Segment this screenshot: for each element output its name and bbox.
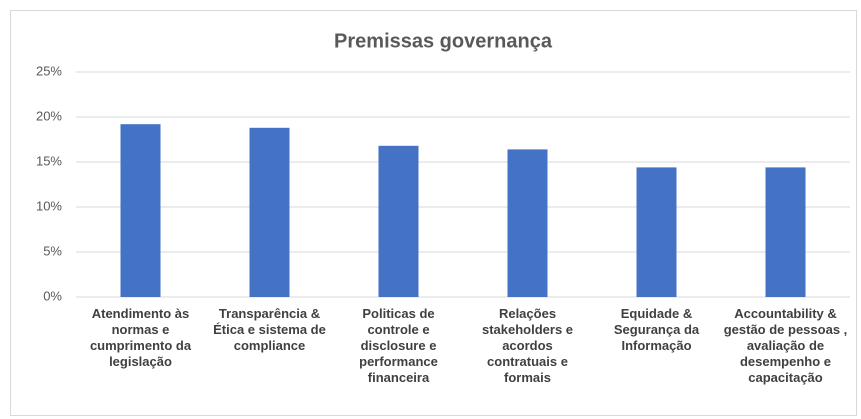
bar <box>120 124 161 297</box>
y-tick-label: 5% <box>43 243 62 258</box>
bar <box>765 167 806 297</box>
bar <box>636 167 677 297</box>
y-tick-label: 15% <box>36 153 62 168</box>
x-tick-label: Atendimento às normas e cumprimento da l… <box>89 306 192 369</box>
bar <box>507 149 548 297</box>
bar <box>249 127 290 297</box>
x-tick-label: Relações stakeholders e acordos contratu… <box>481 306 574 385</box>
x-tick-label: Accountability & gestão de pessoas , ava… <box>723 306 848 385</box>
y-tick-label: 20% <box>36 108 62 123</box>
y-tick-label: 10% <box>36 198 62 213</box>
bar <box>378 145 419 297</box>
x-tick-label: Transparência & Ética e sistema de compl… <box>213 306 326 353</box>
x-tick-label: Equidade & Segurança da Informação <box>613 306 700 353</box>
chart-title: Premissas governança <box>334 30 553 52</box>
x-tick-label: Politicas de controle e disclosure e per… <box>359 306 438 385</box>
y-tick-label: 0% <box>43 288 62 303</box>
y-tick-label: 25% <box>36 63 62 78</box>
